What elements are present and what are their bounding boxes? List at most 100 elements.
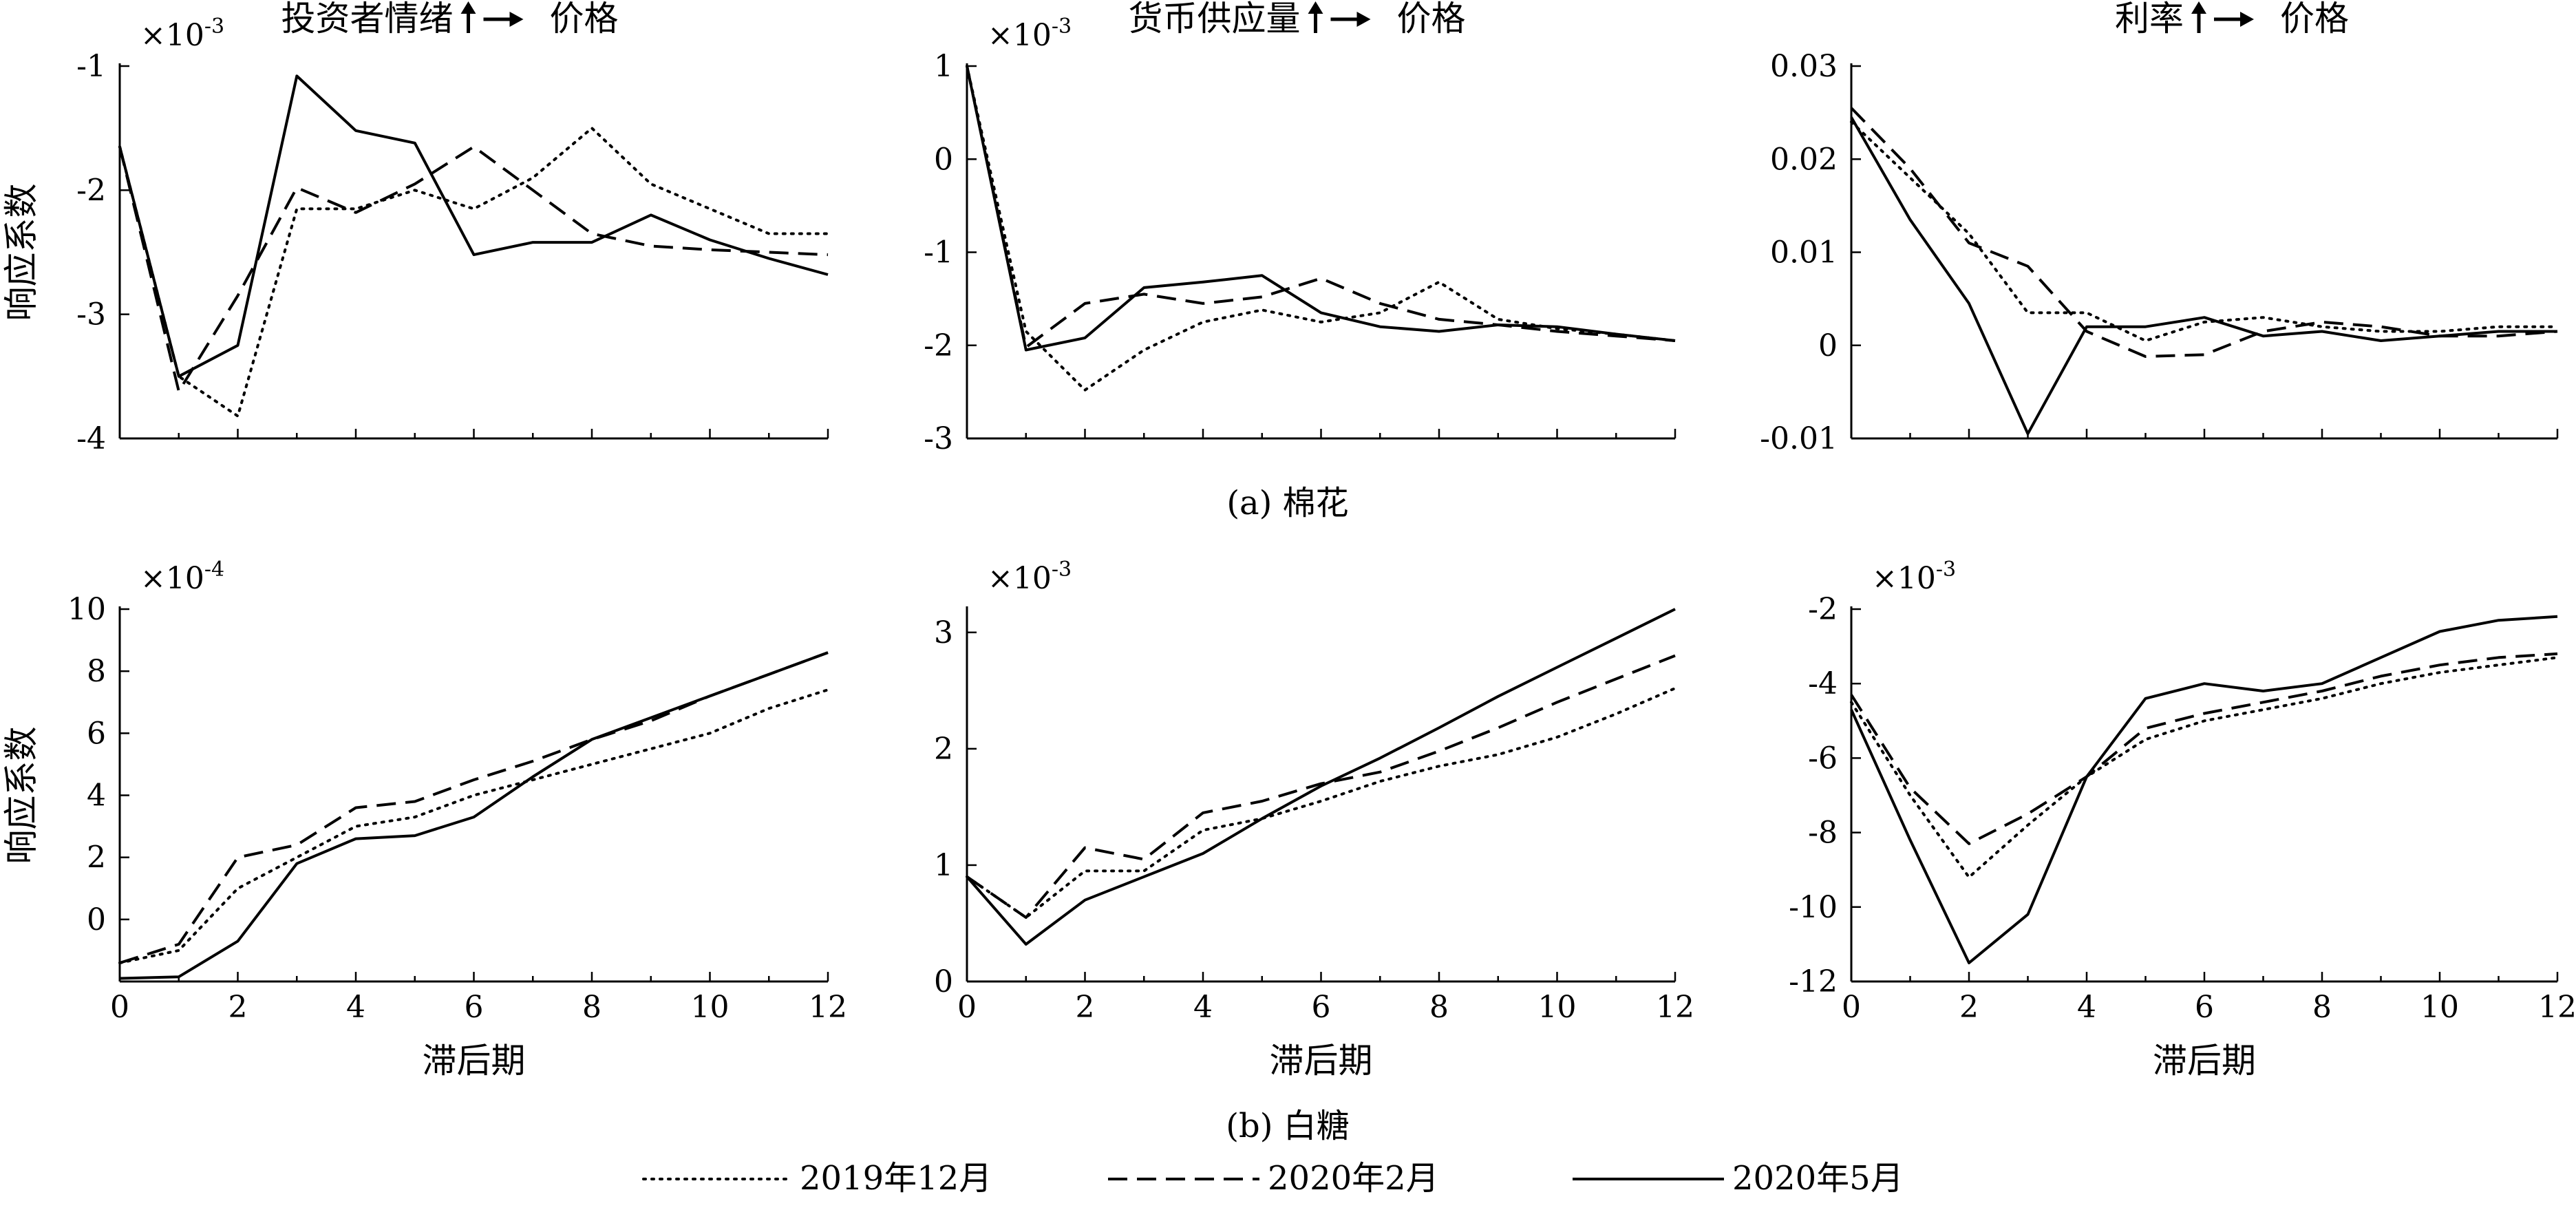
y-tick-label: 6 xyxy=(87,716,106,751)
up-arrow-icon-head xyxy=(1308,1,1323,14)
x-tick-label: 12 xyxy=(2538,990,2576,1025)
figure-caption-cotton: (a) 棉花 xyxy=(1226,484,1348,522)
y-tick-label: 10 xyxy=(67,592,106,627)
y-tick-label: 0 xyxy=(934,142,953,177)
x-tick-label: 4 xyxy=(1193,990,1213,1025)
axis-exponent-label: ×10-3 xyxy=(1872,558,1956,596)
y-tick-label: 1 xyxy=(934,49,953,84)
series-line-dotted xyxy=(1850,120,2559,342)
axis-exponent-power: -3 xyxy=(1052,558,1072,582)
series-line-solid xyxy=(966,608,1676,946)
legend-label: 2020年5月 xyxy=(1732,1159,1904,1198)
panel-title-cause: 投资者情绪 xyxy=(281,0,454,39)
x-tick-label: 6 xyxy=(1312,990,1331,1025)
series-line-solid xyxy=(966,65,1676,352)
axis-exponent-label: ×10-4 xyxy=(140,558,224,596)
axis-exponent-label: ×10-3 xyxy=(988,558,1072,596)
x-tick-label: 8 xyxy=(582,990,602,1025)
legend-label: 2019年12月 xyxy=(800,1159,992,1198)
axis-exponent-power: -3 xyxy=(204,14,224,39)
x-tick-label: 8 xyxy=(2312,990,2332,1025)
x-tick-label: 0 xyxy=(957,990,977,1025)
series-line-dashed xyxy=(119,651,829,964)
series-line-solid xyxy=(119,651,829,980)
y-tick-label: -4 xyxy=(1808,666,1838,701)
y-tick-label: -6 xyxy=(1808,741,1838,776)
series-line-dashed xyxy=(118,145,829,393)
series-line-dotted xyxy=(1850,656,2559,879)
chart-panel-b3: 0 2 4 6 8 10 12 -12 -10 -8 -6 -4 -2 ×10-3 滞后期 xyxy=(1789,558,2576,1081)
y-tick-label: 2 xyxy=(87,840,106,875)
y-tick-label: -1 xyxy=(924,235,953,270)
panel-title-effect: 价格 xyxy=(550,0,619,39)
y-tick-label: -2 xyxy=(76,173,106,208)
x-tick-label: 0 xyxy=(1842,990,1861,1025)
y-axis-label: 响应系数 xyxy=(1,184,41,321)
y-tick-label: 0 xyxy=(1818,328,1838,363)
series-line-solid xyxy=(118,74,829,378)
axis-exponent-power: -3 xyxy=(1052,14,1072,39)
chart-panel-a3: -0.01 0 0.01 0.02 0.03 利率 价格 xyxy=(1760,0,2559,456)
x-tick-label: 6 xyxy=(465,990,484,1025)
y-tick-label: 2 xyxy=(934,732,953,767)
axis-exponent-label: ×10-3 xyxy=(140,14,224,53)
axis-exponent-power: -3 xyxy=(1936,558,1956,582)
y-tick-label: -3 xyxy=(76,297,106,332)
x-tick-label: 2 xyxy=(1076,990,1095,1025)
x-axis-label: 滞后期 xyxy=(423,1041,526,1081)
series-line-dashed xyxy=(1850,652,2558,845)
right-arrow-icon-head xyxy=(1356,12,1371,27)
x-tick-label: 12 xyxy=(809,990,847,1025)
y-tick-label: -0.01 xyxy=(1760,421,1838,456)
x-tick-label: 10 xyxy=(1538,990,1577,1025)
x-tick-label: 10 xyxy=(2420,990,2459,1025)
x-tick-label: 4 xyxy=(346,990,365,1025)
up-arrow-icon-head xyxy=(2191,1,2206,14)
x-tick-label: 10 xyxy=(691,990,730,1025)
series-line-dotted xyxy=(118,127,829,418)
chart-panel-a2: -3 -2 -1 0 1 ×10-3 货币供应量 价格 xyxy=(924,0,1676,456)
x-axis-label: 滞后期 xyxy=(1270,1041,1373,1081)
y-tick-label: -4 xyxy=(76,421,106,456)
panel-title-cause: 货币供应量 xyxy=(1129,0,1301,39)
x-tick-label: 2 xyxy=(228,990,248,1025)
y-tick-label: -1 xyxy=(76,49,106,84)
panel-title-cause: 利率 xyxy=(2115,0,2184,39)
y-tick-label: -2 xyxy=(1808,592,1838,627)
series-line-dashed xyxy=(966,654,1676,919)
axis-exponent-label: ×10-3 xyxy=(988,14,1072,53)
y-tick-label: 3 xyxy=(934,615,953,650)
series-line-solid xyxy=(1850,615,2558,964)
panel-title-effect: 价格 xyxy=(1397,0,1466,39)
y-tick-label: 0 xyxy=(934,964,953,999)
series-line-dashed xyxy=(1850,107,2558,358)
series-line-solid xyxy=(1850,116,2557,436)
x-axis-label: 滞后期 xyxy=(2153,1041,2256,1081)
x-tick-label: 12 xyxy=(1656,990,1694,1025)
right-arrow-icon-head xyxy=(509,12,524,27)
axis-exponent-power: -4 xyxy=(204,558,224,582)
y-tick-label: 4 xyxy=(87,778,106,814)
y-tick-label: 0.02 xyxy=(1770,142,1838,177)
y-tick-label: 0.03 xyxy=(1770,49,1838,84)
legend: 2019年12月 2020年2月 2020年5月 xyxy=(642,1159,1904,1198)
y-tick-label: 0 xyxy=(87,902,106,937)
y-tick-label: -3 xyxy=(924,421,953,456)
up-arrow-icon-head xyxy=(460,1,476,14)
y-tick-label: 0.01 xyxy=(1770,235,1838,270)
panel-title-effect: 价格 xyxy=(2280,0,2349,39)
x-tick-label: 2 xyxy=(1959,990,1979,1025)
y-tick-label: 8 xyxy=(87,654,106,689)
series-line-dashed xyxy=(966,65,1676,349)
legend-label: 2020年2月 xyxy=(1268,1159,1439,1198)
series-line-dotted xyxy=(966,687,1676,919)
y-tick-label: 1 xyxy=(934,848,953,883)
figure-caption-sugar: (b) 白糖 xyxy=(1226,1107,1349,1145)
series-line-dotted xyxy=(966,65,1676,392)
x-tick-label: 0 xyxy=(110,990,129,1025)
